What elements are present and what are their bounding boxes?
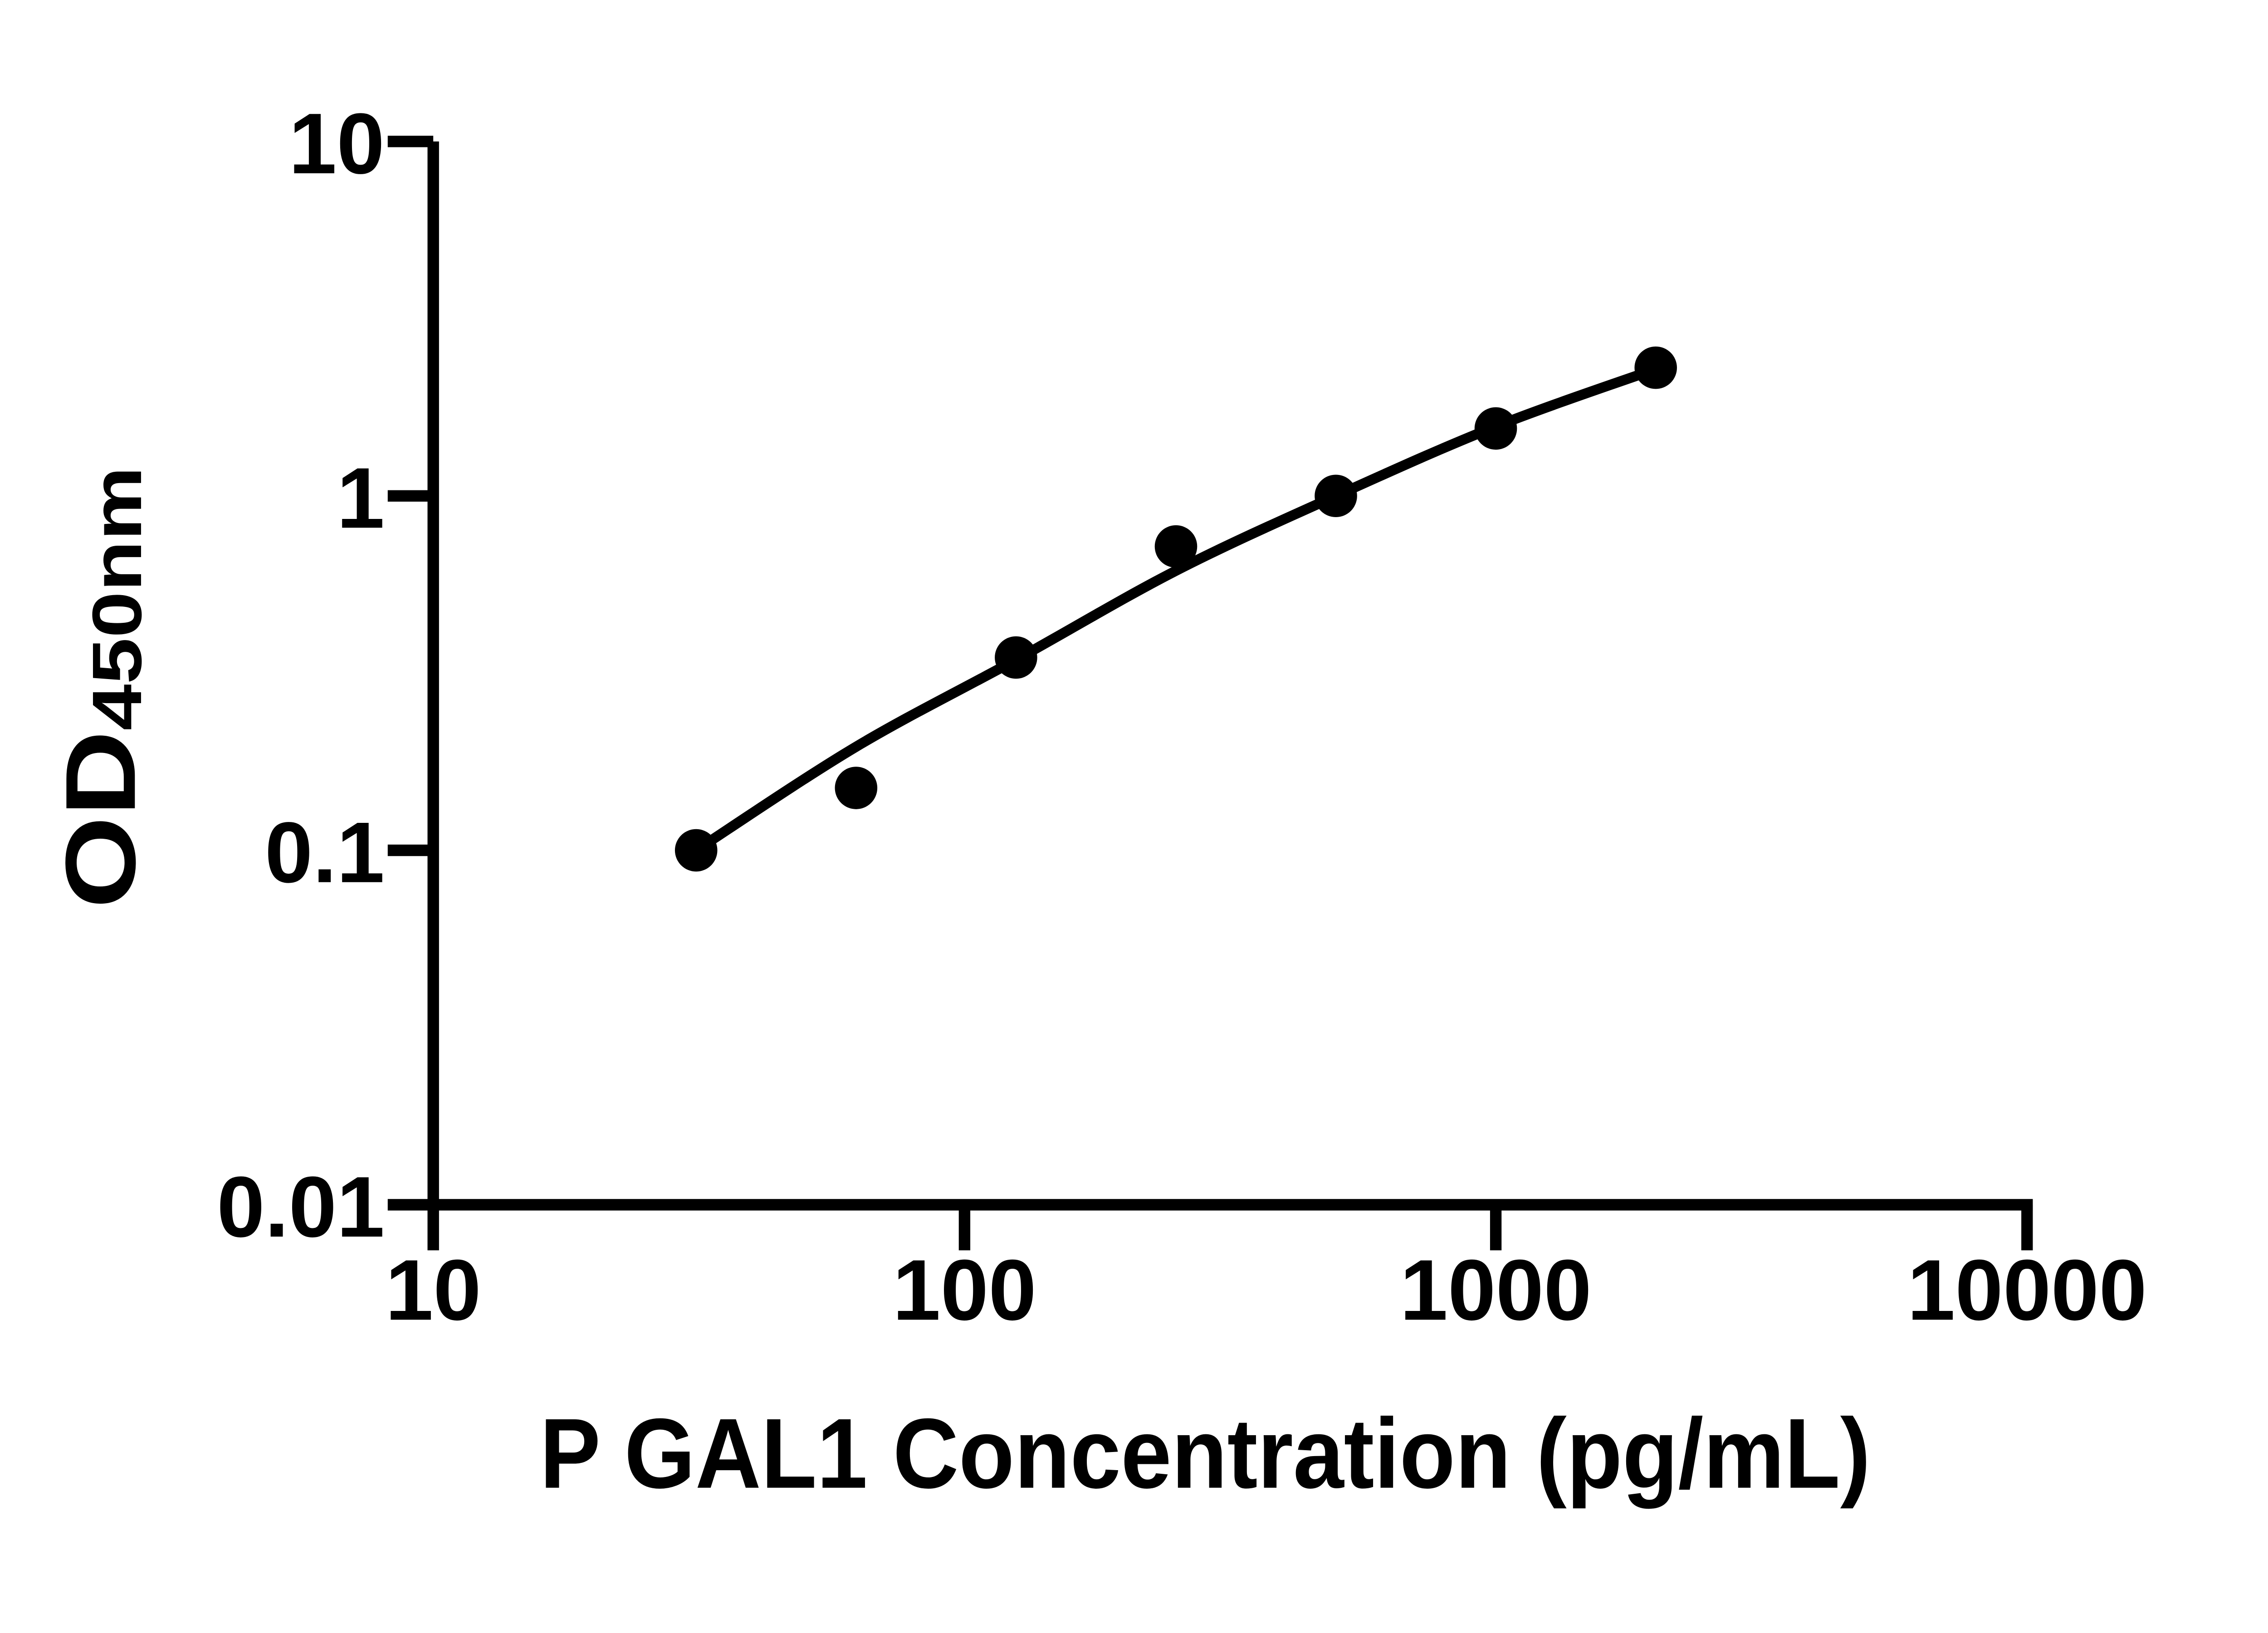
plot-area — [675, 346, 1677, 872]
data-point — [835, 767, 878, 809]
elisa-standard-curve-figure: 10 100 1000 10000 10 1 0.1 0.01 P GAL1 Concent… — [45, 96, 2147, 1509]
data-point — [1634, 346, 1677, 389]
y-axis-title-subscript: 450nm — [78, 466, 156, 730]
x-tick-label: 1000 — [1400, 1242, 1592, 1338]
data-point — [675, 829, 718, 872]
data-point — [1315, 474, 1357, 518]
y-tick-label: 0.1 — [265, 805, 385, 901]
data-point — [1474, 407, 1517, 450]
y-tick-label: 0.01 — [217, 1159, 385, 1255]
y-axis-title: OD450nm — [45, 466, 156, 909]
x-tick-label: 10 — [385, 1242, 481, 1338]
x-tick-labels: 10 100 1000 10000 — [385, 1242, 2147, 1338]
x-tick-label: 100 — [893, 1242, 1036, 1338]
data-point — [1154, 525, 1198, 568]
y-tick-label: 1 — [337, 450, 385, 546]
y-tick-marks — [387, 136, 434, 1211]
x-tick-marks — [427, 1204, 2033, 1251]
y-axis-title-main: OD — [45, 730, 156, 908]
x-tick-label: 10000 — [1907, 1242, 2147, 1338]
y-tick-labels: 10 1 0.1 0.01 — [217, 96, 385, 1255]
elisa-standard-curve-chart: 10 100 1000 10000 10 1 0.1 0.01 P GAL1 Concent… — [45, 96, 2147, 1509]
x-axis-title: P GAL1 Concentration (pg/mL) — [540, 1398, 1871, 1509]
data-point — [995, 636, 1037, 679]
y-tick-label: 10 — [289, 96, 385, 192]
axes — [427, 141, 2033, 1211]
